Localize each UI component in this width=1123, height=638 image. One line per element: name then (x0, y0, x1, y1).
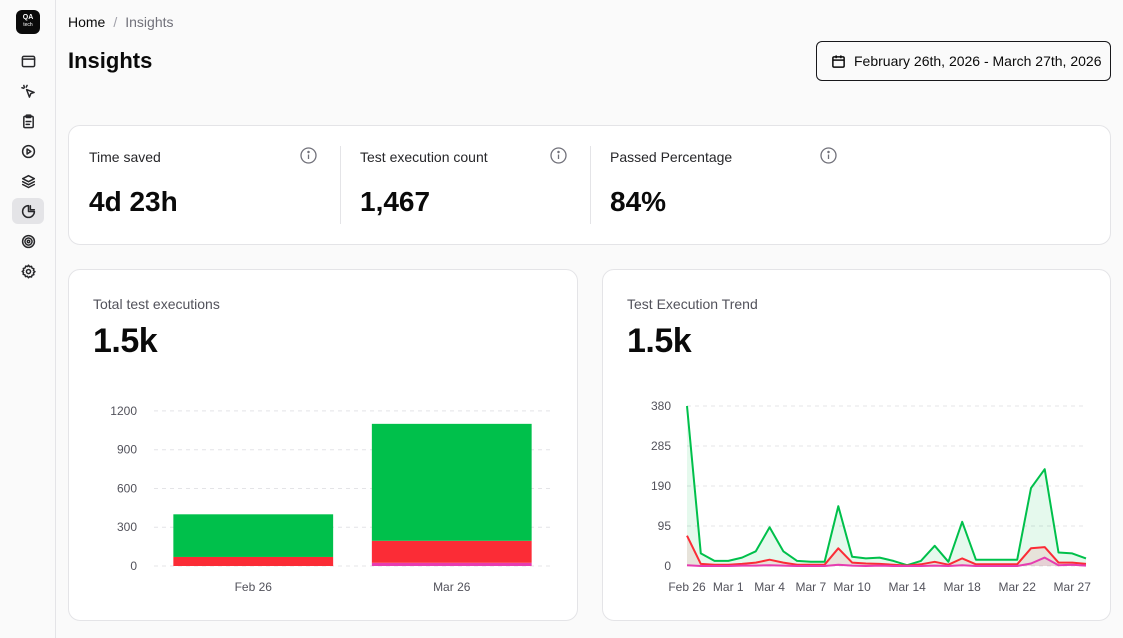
logo-bottom-text: tech (23, 22, 33, 28)
chart-summary-value: 1.5k (93, 322, 158, 360)
line-chart: 0 95 190 285 380 Feb 26 Mar 1 Mar 4 Mar 7 Mar 10 M… (651, 399, 1092, 594)
y-tick-label: 95 (658, 519, 672, 533)
nav-item-runs[interactable] (12, 138, 44, 164)
chart-summary-value: 1.5k (627, 322, 692, 360)
nav-item-settings[interactable] (12, 258, 44, 284)
x-tick-label: Mar 18 (943, 580, 981, 594)
layers-icon (21, 174, 35, 188)
x-tick-label: Mar 4 (754, 580, 785, 594)
sidebar: QA tech (0, 0, 56, 638)
date-range-picker-button[interactable]: February 26th, 2026 - March 27th, 2026 (816, 41, 1111, 81)
x-tick-label: Mar 14 (888, 580, 926, 594)
nav-item-test-cases[interactable] (12, 108, 44, 134)
x-tick-label: Mar 26 (433, 580, 471, 594)
bar-failed (371, 540, 532, 563)
y-tick-label: 0 (664, 559, 671, 573)
date-range-label: February 26th, 2026 - March 27th, 2026 (854, 53, 1102, 69)
line-failed (686, 535, 1087, 567)
y-tick-label: 300 (117, 520, 137, 534)
y-tick-label: 0 (130, 559, 137, 573)
bar-chart: 0 300 600 900 1200 Feb 26 Mar 26 (110, 404, 551, 594)
stat-label: Time saved (89, 149, 161, 165)
x-tick-label: Mar 7 (795, 580, 826, 594)
y-tick-label: 285 (651, 439, 671, 453)
stat-value: 1,467 (360, 186, 431, 217)
page-title: Insights (68, 48, 153, 73)
bar-passed (173, 514, 334, 557)
clipboard-icon (22, 113, 34, 128)
stat-divider (340, 146, 341, 224)
pie-chart-icon (21, 204, 35, 218)
bar-other (371, 562, 532, 566)
y-tick-label: 900 (117, 443, 137, 457)
browser-icon (21, 55, 35, 67)
breadcrumb-home[interactable]: Home (68, 14, 106, 30)
line-other (686, 556, 1087, 567)
stat-time-saved: Time saved 4d 23h (69, 126, 339, 246)
qa-tech-logo[interactable]: QA tech (16, 10, 40, 34)
logo-top-text: QA (22, 14, 34, 21)
y-tick-label: 380 (651, 399, 671, 413)
x-tick-label: Mar 22 (999, 580, 1037, 594)
stat-test-execution-count: Test execution count 1,467 (340, 126, 590, 246)
x-tick-label: Feb 26 (668, 580, 706, 594)
main-content: Home / Insights Insights February 26th, … (56, 0, 1123, 638)
nav-item-projects[interactable] (12, 48, 44, 74)
chart-title: Total test executions (93, 296, 220, 312)
calendar-icon (832, 54, 845, 68)
target-icon (21, 234, 35, 248)
nav-item-insights[interactable] (12, 198, 44, 224)
x-tick-label: Feb 26 (235, 580, 273, 594)
stat-label: Passed Percentage (610, 149, 733, 165)
breadcrumb: Home / Insights (68, 14, 174, 30)
nav-item-goals[interactable] (12, 228, 44, 254)
info-icon[interactable] (550, 147, 567, 164)
info-icon[interactable] (820, 147, 837, 164)
breadcrumb-current: Insights (125, 14, 174, 30)
chart-title: Test Execution Trend (627, 296, 758, 312)
cursor-click-icon (20, 84, 35, 98)
total-test-executions-card: Total test executions 1.5k 0 300 600 900 120… (68, 269, 578, 621)
nav-item-explore[interactable] (12, 78, 44, 104)
y-tick-label: 600 (117, 481, 137, 495)
stats-card: Time saved 4d 23h Test execution count 1… (68, 125, 1111, 245)
bar-passed (371, 423, 532, 541)
x-tick-label: Mar 10 (833, 580, 871, 594)
stat-value: 84% (610, 186, 667, 217)
y-tick-label: 1200 (110, 404, 137, 418)
stat-passed-percentage: Passed Percentage 84% (590, 126, 850, 246)
stat-value: 4d 23h (89, 186, 178, 217)
test-execution-trend-card: Test Execution Trend 1.5k 0 95 190 285 380 Fe… (602, 269, 1111, 621)
stat-divider (590, 146, 591, 224)
info-icon[interactable] (300, 147, 317, 164)
line-passed (686, 405, 1087, 567)
x-tick-label: Mar 27 (1054, 580, 1092, 594)
area-failed (687, 535, 1086, 566)
gear-icon (20, 263, 36, 279)
play-circle-icon (21, 144, 35, 158)
nav-item-environments[interactable] (12, 168, 44, 194)
x-tick-label: Mar 1 (713, 580, 744, 594)
bar-failed (173, 556, 334, 566)
y-tick-label: 190 (651, 479, 671, 493)
breadcrumb-separator: / (113, 14, 118, 30)
stat-label: Test execution count (360, 149, 488, 165)
